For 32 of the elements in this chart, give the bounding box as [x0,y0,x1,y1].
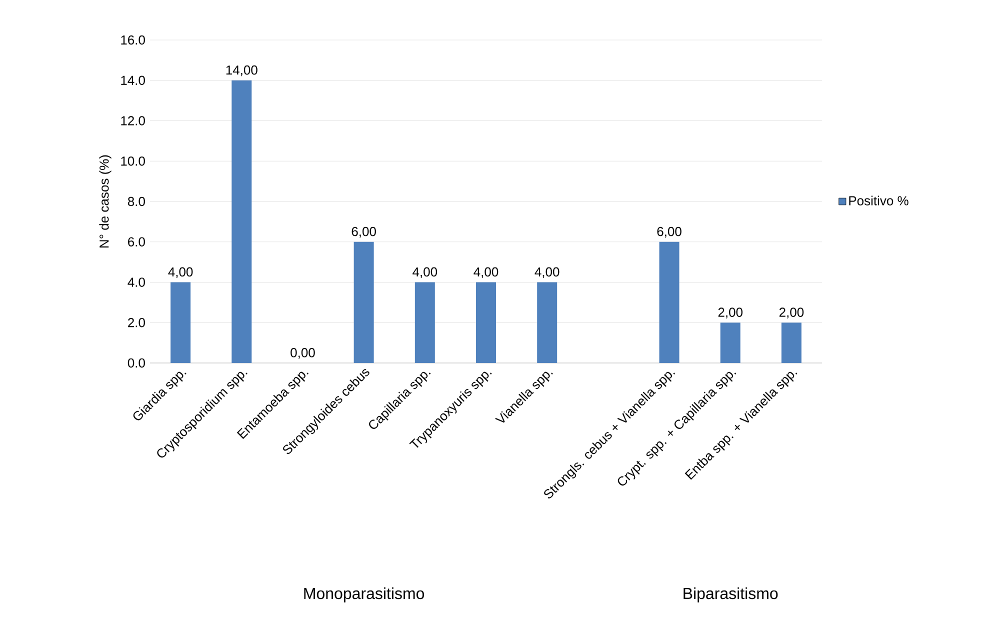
data-label: 6,00 [352,226,376,238]
y-tick-label: 0.0 [128,358,145,368]
bar [720,322,740,363]
data-label: 2,00 [779,308,804,318]
data-label: 6,00 [657,226,682,238]
data-label: 4,00 [474,267,498,278]
y-tick-label: 12.0 [121,116,145,126]
bar [414,282,435,363]
y-tick-label: 8.0 [128,196,145,206]
y-tick-label: 4.0 [128,278,145,287]
y-tick-label: 6.0 [128,237,145,246]
bar [537,282,558,363]
y-tick-label: 16.0 [121,35,145,45]
bar [170,282,191,363]
text: Monoparasitismo [304,587,424,602]
y-tick-label: 2.0 [128,318,145,328]
bar [232,80,252,363]
bar [659,242,680,363]
data-label: 4,00 [534,267,560,278]
data-label: 2,00 [718,308,743,318]
y-tick-label: 14.0 [121,76,145,85]
text: Biparasitismo [684,587,778,602]
data-label: 14,00 [226,65,258,76]
data-label: 4,00 [412,267,438,278]
legend-label: Positivo % [849,196,908,206]
data-label: 0,00 [290,348,315,359]
data-label: 4,00 [168,267,193,278]
bar [354,242,374,363]
y-axis-title: N° de casos (%) [99,155,112,248]
bar [781,322,802,363]
bar [476,282,496,363]
y-tick-label: 10.0 [121,156,145,166]
